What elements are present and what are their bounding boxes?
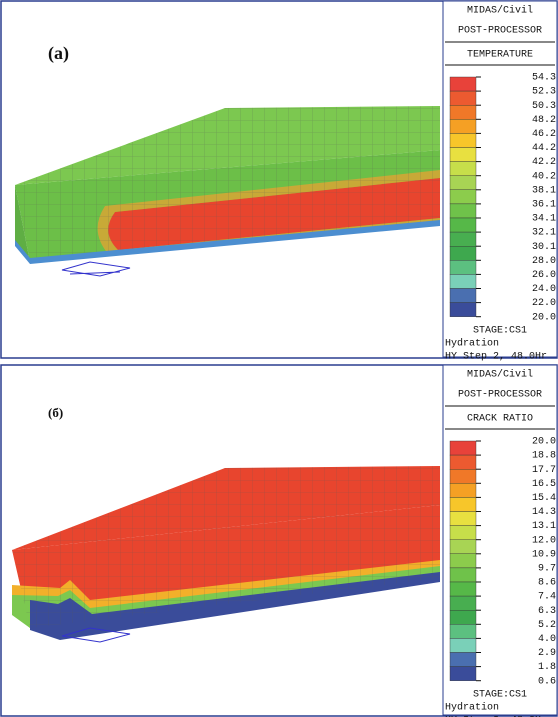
legend-label: 24.0 [532, 284, 556, 295]
footer: Hydration [445, 701, 499, 713]
footer: STAGE:CS1 [473, 325, 527, 336]
legend-label: 22.0 [532, 298, 556, 309]
color-band [450, 204, 476, 218]
color-band [450, 133, 476, 147]
legend-label: 20.0 [532, 437, 556, 448]
panel-label: (a) [48, 43, 69, 64]
color-band [450, 610, 476, 624]
color-band [450, 77, 476, 91]
legend-label: 12.0 [532, 535, 556, 546]
legend-label: 10.9 [532, 549, 556, 560]
color-band [450, 624, 476, 638]
footer: HY Step 2, 48.0Hr [445, 351, 547, 362]
footer: Hydration [445, 337, 499, 349]
color-band [450, 554, 476, 568]
color-band [450, 105, 476, 119]
color-band [450, 638, 476, 652]
result-name: TEMPERATURE [467, 50, 533, 61]
color-band [450, 455, 476, 469]
legend-header: MIDAS/Civil [467, 5, 533, 17]
legend-label: 1.8 [538, 662, 556, 673]
color-band [450, 497, 476, 511]
color-band [450, 260, 476, 274]
legend-label: 2.9 [538, 648, 556, 659]
legend-label: 52.3 [532, 87, 556, 98]
color-band [450, 441, 476, 455]
legend-label: 14.3 [532, 507, 556, 518]
color-band [450, 91, 476, 105]
support [62, 262, 130, 276]
legend-header: POST-PROCESSOR [458, 26, 542, 37]
color-band [450, 119, 476, 133]
legend-header: POST-PROCESSOR [458, 390, 542, 401]
legend-label: 50.3 [532, 101, 556, 112]
color-band [450, 232, 476, 246]
legend-label: 42.2 [532, 157, 556, 168]
legend-label: 6.3 [538, 606, 556, 617]
legend-label: 4.0 [538, 634, 556, 645]
color-band [450, 483, 476, 497]
color-band [450, 289, 476, 303]
result-name: CRACK RATIO [467, 414, 533, 425]
figure-svg: (a) MIDAS/Civil POST-PROCESSOR TEMPERATURE 5… [0, 0, 558, 717]
color-band [450, 176, 476, 190]
color-band [450, 526, 476, 540]
legend-label: 20.0 [532, 312, 556, 323]
legend-label: 26.0 [532, 270, 556, 281]
color-band [450, 582, 476, 596]
color-band [450, 540, 476, 554]
legend-label: 0.6 [538, 676, 556, 687]
legend-label: 46.2 [532, 129, 556, 140]
color-band [450, 596, 476, 610]
legend-label: 5.2 [538, 620, 556, 631]
color-band [450, 162, 476, 176]
color-band [450, 218, 476, 232]
legend-label: 40.2 [532, 171, 556, 182]
legend-label: 48.2 [532, 115, 556, 126]
color-band [450, 190, 476, 204]
figure: (a) MIDAS/Civil POST-PROCESSOR TEMPERATURE 5… [0, 0, 558, 717]
panel-label: (б) [48, 405, 63, 420]
legend-label: 7.4 [538, 592, 556, 603]
color-band [450, 246, 476, 260]
legend-label: 38.1 [532, 185, 556, 196]
legend-label: 17.7 [532, 465, 556, 476]
legend-label: 30.1 [532, 242, 556, 253]
color-band [450, 303, 476, 317]
color-band [450, 469, 476, 483]
color-band [450, 667, 476, 681]
color-band [450, 653, 476, 667]
legend-label: 13.1 [532, 521, 556, 532]
color-band [450, 568, 476, 582]
legend-label: 54.3 [532, 73, 556, 84]
color-band [450, 274, 476, 288]
legend-label: 9.7 [538, 564, 556, 575]
color-band [450, 148, 476, 162]
footer: STAGE:CS1 [473, 689, 527, 700]
legend-header: MIDAS/Civil [467, 369, 533, 381]
legend-label: 15.4 [532, 493, 556, 504]
legend-label: 18.8 [532, 451, 556, 462]
legend-label: 16.5 [532, 479, 556, 490]
legend-label: 44.2 [532, 143, 556, 154]
legend-label: 32.1 [532, 228, 556, 239]
legend-label: 36.1 [532, 200, 556, 211]
legend-label: 28.0 [532, 256, 556, 267]
color-band [450, 512, 476, 526]
legend-label: 8.6 [538, 578, 556, 589]
legend-label: 34.1 [532, 214, 556, 225]
